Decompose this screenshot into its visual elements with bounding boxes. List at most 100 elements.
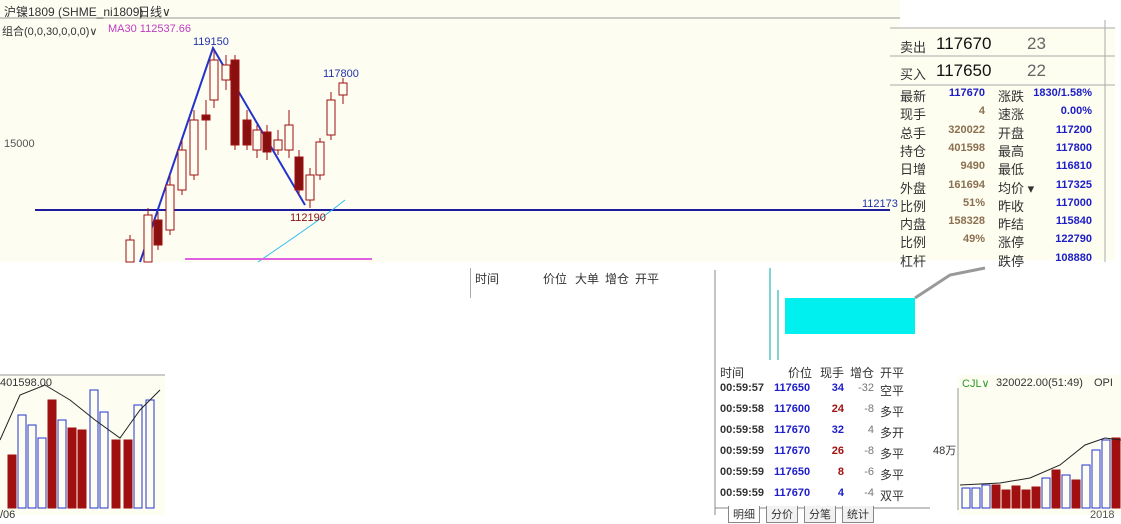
trade-type: 多开: [880, 426, 905, 440]
quote-label: 最高: [998, 143, 1025, 159]
volume-bar: [27, 424, 37, 509]
candle: [177, 149, 187, 191]
quote-value: 117670: [948, 87, 985, 99]
trade-type: 多平: [880, 405, 905, 419]
cjl-label[interactable]: CJL∨: [962, 378, 990, 390]
quote-label: 比例: [900, 198, 927, 214]
quote-value: 1830/1.58%: [1033, 87, 1092, 99]
quote-value: 117325: [1055, 178, 1092, 191]
trades-table: 时间 价位 现手 增仓 开平 00:59:57 117650 34 -32 空平 00:59:58 1…: [716, 362, 926, 507]
quote-value: 108880: [1055, 251, 1092, 264]
trade-qty: 32: [831, 424, 844, 436]
trade-price: 117650: [774, 382, 811, 394]
zigzag-line: [139, 45, 306, 263]
candle: [273, 139, 283, 151]
column-header: 时间: [720, 366, 745, 380]
quote-label: 现手: [900, 107, 927, 123]
quote-label: 跌停: [998, 253, 1025, 269]
tab[interactable]: 分价: [766, 506, 798, 523]
sell-label: 卖出: [900, 40, 927, 55]
column-header: 增仓: [605, 272, 630, 286]
trade-qty: 8: [837, 466, 844, 478]
column-header: 价位: [543, 272, 568, 286]
trade-time: 00:59:59: [720, 466, 765, 478]
column-header: 增仓: [850, 366, 875, 380]
sell-qty: 23: [1027, 34, 1046, 53]
price-label: 117800: [323, 68, 359, 80]
candle: [242, 119, 252, 146]
volume-bars: [7, 389, 155, 509]
volume-bar: [37, 437, 47, 509]
mini-bar: [961, 487, 971, 509]
mini-bar: [1031, 486, 1041, 509]
candle: [125, 239, 135, 263]
period[interactable]: 日线∨: [138, 5, 171, 19]
candle: [143, 214, 153, 263]
quote-label: 内盘: [900, 217, 927, 233]
tab[interactable]: 分笔: [804, 506, 836, 523]
axis-label: 15000: [4, 138, 35, 150]
mini-bar: [991, 484, 1001, 509]
year-label: 2018: [1090, 509, 1115, 521]
candle: [153, 219, 163, 246]
quote-label: 均价 ▾: [998, 180, 1035, 196]
volume-bar: [145, 399, 155, 509]
buy-qty: 22: [1027, 61, 1046, 80]
trade-time: 00:59:59: [720, 445, 765, 457]
quote-label: 开盘: [998, 125, 1025, 141]
volume-bar: [7, 454, 17, 509]
trade-oi: -6: [864, 466, 874, 478]
volume-bar: [57, 419, 67, 509]
mini-bar: [971, 487, 981, 509]
trade-oi: 4: [867, 424, 874, 436]
volume-bar: [89, 389, 99, 509]
date-label: /06: [0, 509, 16, 521]
mini-bar: [1011, 485, 1021, 509]
ma30-label: MA30 112537.66: [108, 23, 191, 35]
trade-type: 多平: [880, 468, 905, 482]
cjl-value: 320022.00(51:49): [996, 377, 1083, 389]
quote-value: 161694: [948, 178, 985, 191]
quote-value: 320022: [948, 123, 985, 136]
column-header: 大单: [575, 272, 600, 286]
quote-value: 158328: [948, 215, 985, 228]
candle: [230, 59, 240, 146]
trade-oi: -32: [858, 382, 874, 394]
quote-label: 总手: [900, 125, 927, 141]
trade-oi: -8: [864, 445, 874, 457]
trade-price: 117650: [774, 466, 811, 478]
artifact: [914, 266, 986, 300]
quote-label: 最新: [900, 89, 927, 104]
mini-bar: [1041, 477, 1051, 509]
quote-value: 117000: [1055, 196, 1092, 209]
column-header: 时间: [475, 272, 500, 286]
price-label: 119150: [193, 36, 229, 48]
volume-bar: [99, 411, 109, 509]
trade-qty: 24: [831, 403, 844, 415]
quote-label: 外盘: [900, 180, 927, 196]
candle: [221, 64, 231, 81]
combo[interactable]: 组合(0,0,30,0,0,0)∨: [2, 26, 98, 38]
quote-label: 日增: [900, 162, 927, 178]
tab[interactable]: 明细: [728, 506, 760, 523]
mini-bar: [1081, 464, 1091, 509]
tab[interactable]: 统计: [842, 506, 874, 523]
candle: [284, 124, 294, 151]
candle: [294, 156, 304, 191]
volume-bar: [77, 429, 87, 509]
quote-label: 最低: [998, 162, 1025, 178]
volume-bar: [17, 414, 27, 509]
trade-time: 00:59:59: [720, 487, 765, 499]
sell-price: 117670: [936, 34, 992, 53]
quote-value: 115840: [1055, 215, 1092, 228]
candle: [262, 131, 272, 153]
candle: [165, 184, 175, 231]
quote-value: 116810: [1055, 160, 1092, 173]
mini-bar: [1051, 469, 1061, 509]
trade-type: 多平: [880, 447, 905, 461]
trade-time: 00:59:58: [720, 403, 765, 415]
buy-price: 117650: [936, 61, 992, 80]
quote-value: 4: [978, 105, 985, 118]
